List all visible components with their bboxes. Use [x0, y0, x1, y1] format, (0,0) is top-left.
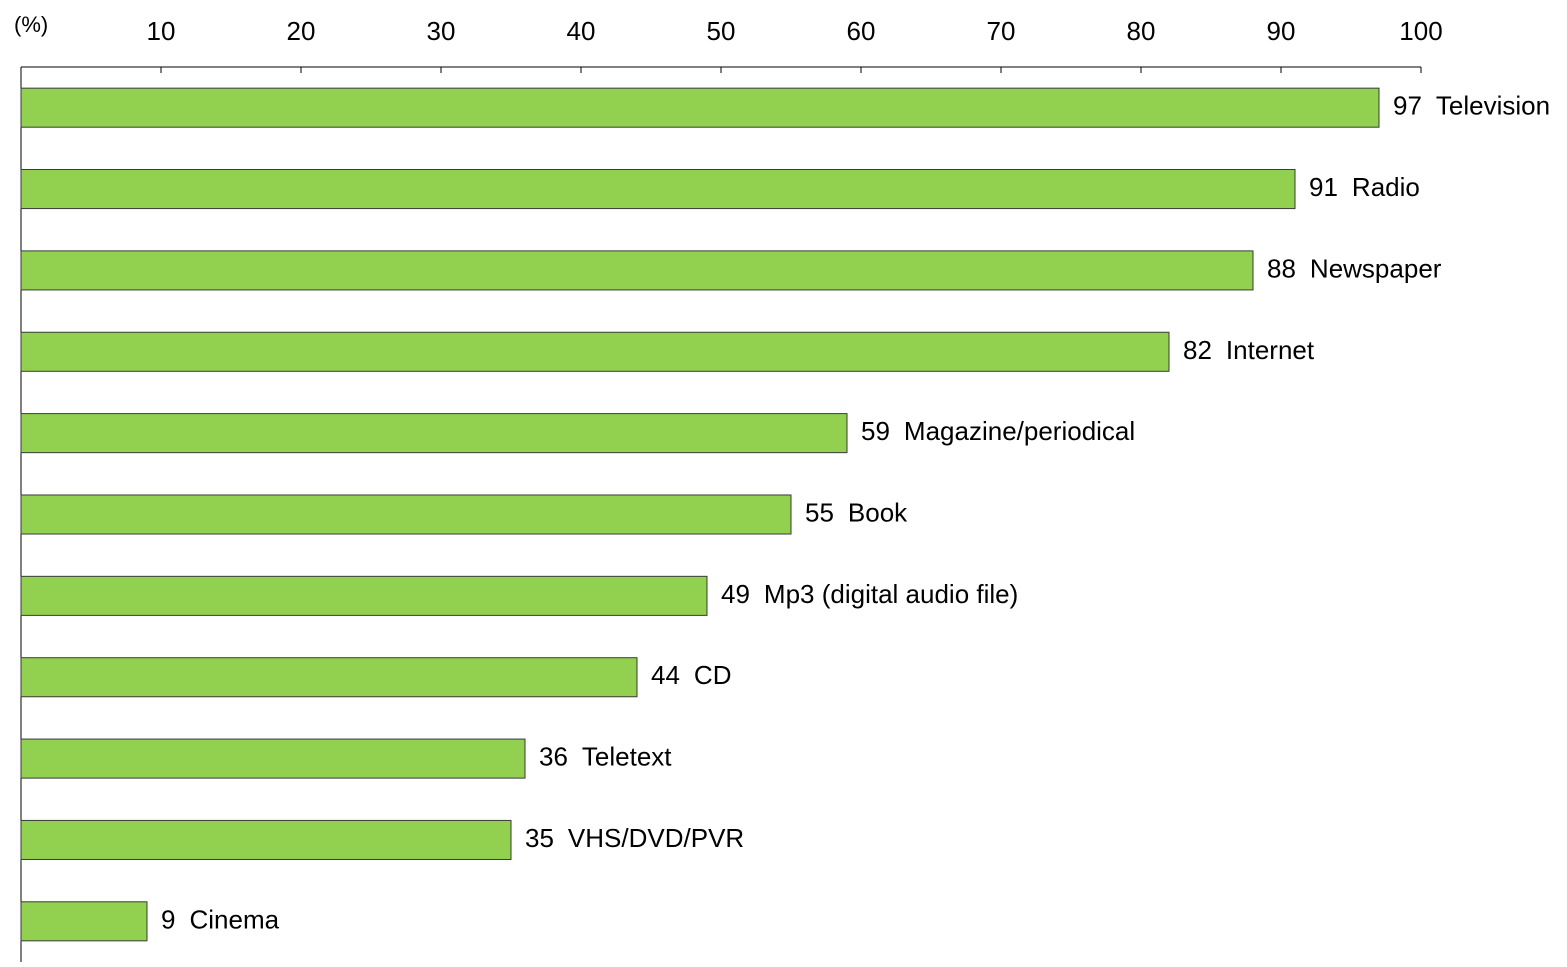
bar-label: 44 CD — [651, 660, 731, 690]
value-label: 82 — [1183, 335, 1212, 365]
bar-label: 91 Radio — [1309, 172, 1420, 202]
bar — [20, 575, 708, 616]
x-tick-label: 80 — [1127, 16, 1156, 46]
value-label: 97 — [1393, 91, 1422, 121]
category-label: VHS/DVD/PVR — [568, 823, 744, 853]
value-label: 36 — [539, 741, 568, 771]
bar — [20, 87, 1380, 128]
x-tick-label: 60 — [847, 16, 876, 46]
value-label: 9 — [161, 904, 175, 934]
category-label: Teletext — [582, 741, 672, 771]
x-tick-label: 30 — [427, 16, 456, 46]
bar-label: 97 Television — [1393, 91, 1550, 121]
bar — [20, 657, 638, 698]
category-label: Cinema — [189, 904, 279, 934]
category-label: Book — [848, 497, 908, 527]
bar — [20, 250, 1254, 291]
bar-label: 36 Teletext — [539, 741, 672, 771]
category-label: Television — [1436, 91, 1550, 121]
bar-label: 49 Mp3 (digital audio file) — [721, 579, 1018, 609]
value-label: 59 — [861, 416, 890, 446]
bar — [20, 331, 1170, 372]
value-label: 55 — [805, 497, 834, 527]
category-label: Magazine/periodical — [904, 416, 1135, 446]
x-tick-label: 50 — [707, 16, 736, 46]
bar — [20, 738, 526, 779]
x-tick-label: 40 — [567, 16, 596, 46]
value-label: 35 — [525, 823, 554, 853]
x-tick-label: 20 — [287, 16, 316, 46]
x-tick-label: 70 — [987, 16, 1016, 46]
value-label: 44 — [651, 660, 680, 690]
bar-label: 55 Book — [805, 497, 908, 527]
value-label: 91 — [1309, 172, 1338, 202]
bar-label: 82 Internet — [1183, 335, 1315, 365]
x-tick-label: 90 — [1267, 16, 1296, 46]
bar — [20, 413, 848, 454]
bar — [20, 494, 792, 535]
x-tick-label: 100 — [1399, 16, 1442, 46]
x-tick-label: 10 — [147, 16, 176, 46]
bar-label: 59 Magazine/periodical — [861, 416, 1135, 446]
category-label: Mp3 (digital audio file) — [764, 579, 1018, 609]
category-label: CD — [694, 660, 732, 690]
bar — [20, 901, 148, 942]
category-label: Newspaper — [1310, 253, 1442, 283]
bar — [20, 169, 1296, 210]
category-label: Internet — [1226, 335, 1315, 365]
bar-label: 9 Cinema — [161, 904, 280, 934]
value-label: 88 — [1267, 253, 1296, 283]
category-label: Radio — [1352, 172, 1420, 202]
axis-label: (%) — [14, 12, 48, 37]
bar-label: 35 VHS/DVD/PVR — [525, 823, 744, 853]
bar — [20, 819, 512, 860]
bar-label: 88 Newspaper — [1267, 253, 1442, 283]
value-label: 49 — [721, 579, 750, 609]
